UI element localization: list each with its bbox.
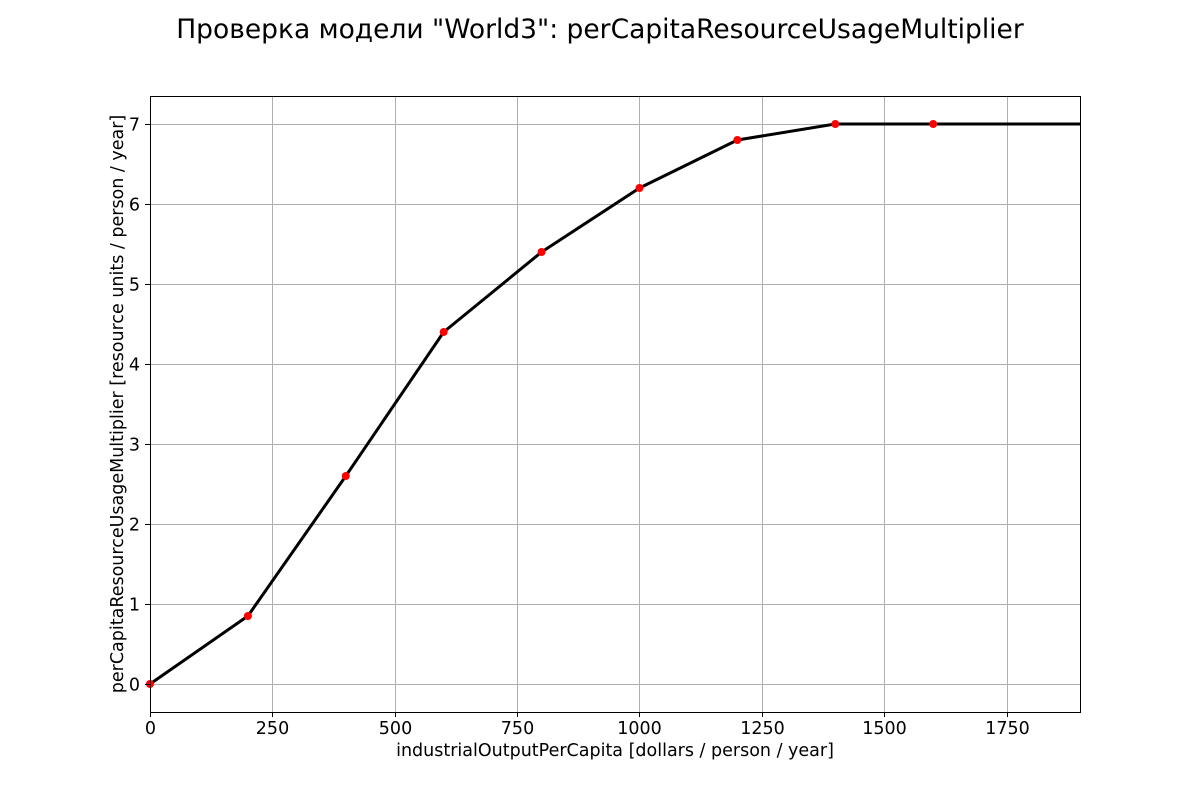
data-point — [439, 328, 448, 336]
axis-ticks: 0 250 500 750 1000 1250 1500 1750 0 1 2 3 4 5 6 7 — [129, 116, 1030, 740]
y-tick-label: 0 — [129, 676, 140, 696]
series-line — [149, 122, 1080, 686]
x-tick-label: 0 — [145, 719, 156, 739]
data-point — [341, 472, 350, 480]
data-point — [243, 612, 252, 620]
data-point — [537, 248, 546, 256]
x-tick-label: 1250 — [740, 719, 785, 739]
x-tick-label: 1750 — [985, 719, 1030, 739]
y-tick-label: 1 — [129, 596, 140, 616]
x-tick-label: 1500 — [862, 719, 907, 739]
grid-lines — [150, 96, 1080, 712]
x-tick-label: 750 — [501, 719, 534, 739]
chart-title: Проверка модели "World3": perCapitaResou… — [176, 14, 1024, 45]
data-point — [733, 136, 742, 144]
y-tick-label: 4 — [129, 356, 140, 376]
x-tick-label: 250 — [256, 719, 289, 739]
y-tick-label: 5 — [129, 276, 140, 296]
plot-frame — [150, 96, 1081, 713]
data-point — [929, 120, 938, 128]
y-tick-label: 6 — [129, 196, 140, 216]
plot-series — [146, 120, 1080, 688]
y-tick-label: 7 — [129, 116, 140, 136]
x-tick-label: 1000 — [617, 719, 662, 739]
data-point — [831, 120, 840, 128]
y-tick-label: 2 — [129, 516, 140, 536]
y-axis-label: perCapitaResourceUsageMultiplier [resour… — [108, 115, 128, 693]
data-point — [635, 184, 644, 192]
x-tick-label: 500 — [379, 719, 412, 739]
x-axis-label: industrialOutputPerCapita [dollars / per… — [396, 741, 834, 761]
y-tick-label: 3 — [129, 436, 140, 456]
